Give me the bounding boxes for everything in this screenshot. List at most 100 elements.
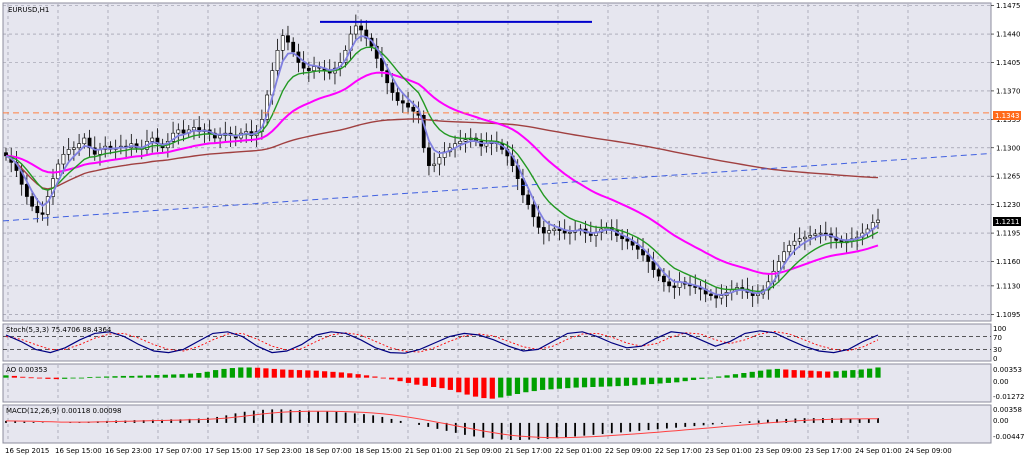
candle-body (818, 232, 823, 235)
candle-body (291, 41, 296, 53)
ao-bar (347, 373, 353, 378)
ao-bar (129, 375, 135, 378)
current-price-tag (993, 217, 1021, 226)
ma-fast-line (5, 35, 879, 296)
time-tick-label: 22 Sep 01:00 (555, 447, 602, 455)
ao-bar (841, 370, 848, 378)
macd-axis-zero: 0.00 (993, 417, 1009, 425)
ao-bar (850, 370, 856, 378)
ao-bar (53, 377, 59, 380)
macd-title: MACD(12,26,9) 0.00118 0.00098 (6, 407, 122, 415)
macd-panel (2, 404, 992, 444)
candle-body (541, 227, 546, 234)
ao-bar (808, 370, 814, 378)
ma-mid-line (5, 46, 879, 293)
candle-body (437, 157, 442, 165)
level-price-tag (993, 111, 1021, 120)
ao-panel (2, 363, 992, 403)
ao-bar (632, 377, 638, 386)
time-tick-label: 24 Sep 09:00 (905, 447, 952, 455)
ao-bar (590, 377, 596, 387)
candle-body (531, 204, 536, 218)
ao-bar (825, 371, 831, 378)
candle-body (87, 137, 92, 149)
time-tick-label: 21 Sep 09:00 (455, 447, 502, 455)
time-tick-label: 24 Sep 01:00 (855, 447, 902, 455)
candle-body (782, 251, 786, 262)
candle-body (672, 285, 677, 288)
candle-body (82, 137, 87, 145)
price-tick-label: 1.1130 (996, 282, 1021, 290)
grid-lines (3, 4, 991, 442)
ao-bar (623, 377, 630, 386)
ao-bar (372, 376, 378, 378)
candle-body (364, 29, 369, 39)
ao-bar (280, 369, 286, 378)
ao-bar (783, 369, 789, 378)
candle-body (536, 216, 541, 228)
ao-bar (238, 367, 244, 378)
candle-body (651, 261, 656, 270)
price-tick-label: 1.1195 (996, 230, 1021, 238)
stoch-axis-0: 0 (993, 355, 997, 363)
ao-bar (690, 377, 697, 380)
ao-bar (288, 369, 294, 378)
ao-bar (112, 376, 118, 378)
stoch-title: Stoch(5,3,3) 75.4706 88.4364 (6, 326, 112, 334)
price-tick-label: 1.1475 (996, 2, 1021, 10)
price-tick-label: 1.1160 (996, 258, 1021, 266)
ma-long-line (5, 118, 879, 190)
ao-bar (565, 377, 571, 389)
time-tick-label: 17 Sep 15:00 (205, 447, 252, 455)
ao-bar (858, 369, 864, 378)
ao-bar (615, 377, 621, 387)
current-price-label: 1.1211 (995, 218, 1020, 226)
ao-bar (145, 375, 152, 378)
ao-bar (221, 368, 227, 378)
time-tick-label: 22 Sep 17:00 (655, 447, 702, 455)
ao-axis-zero: 0.00 (993, 378, 1009, 386)
candle-body (385, 70, 390, 84)
price-tick-label: 1.1370 (996, 87, 1021, 95)
ao-bar (104, 376, 110, 378)
candle-body (359, 25, 363, 31)
level-price-label: 1.1343 (995, 112, 1020, 120)
chart-title: EURUSD,H1 (8, 6, 49, 14)
candle-body (40, 212, 45, 215)
candle-body (71, 147, 76, 150)
ao-bar (305, 370, 311, 378)
ao-bar (674, 377, 680, 383)
ao-bar (78, 377, 85, 379)
candle-body (756, 293, 760, 296)
candle-body (301, 62, 306, 69)
ao-bar (665, 377, 671, 383)
candle-body (823, 232, 828, 235)
ao-bar (431, 377, 437, 387)
candle-body (656, 269, 661, 277)
candle-body (192, 127, 196, 131)
candle-body (463, 139, 468, 142)
ao-bar (598, 377, 604, 387)
ao-bar (263, 368, 269, 378)
candle-body (427, 147, 431, 166)
ao-bar (833, 371, 839, 378)
ao-bar (732, 374, 739, 378)
ao-bar (447, 377, 453, 390)
ao-bar (330, 371, 336, 378)
candle-body (280, 35, 285, 51)
ao-bar (523, 377, 529, 393)
stoch-signal-line (5, 331, 879, 353)
ao-bar (707, 377, 713, 379)
candle-body (61, 153, 66, 165)
ao-bar (196, 373, 202, 378)
ao-bar (741, 373, 747, 378)
stoch-main-line (5, 330, 879, 354)
candle-body (390, 82, 395, 93)
ao-bar (506, 377, 512, 396)
candle-body (625, 238, 630, 242)
candle-body (24, 184, 29, 197)
main-panel (2, 2, 992, 322)
candle-body (353, 25, 358, 35)
ao-bar (70, 377, 76, 379)
macd-axis-top: 0.00358 (993, 406, 1022, 414)
